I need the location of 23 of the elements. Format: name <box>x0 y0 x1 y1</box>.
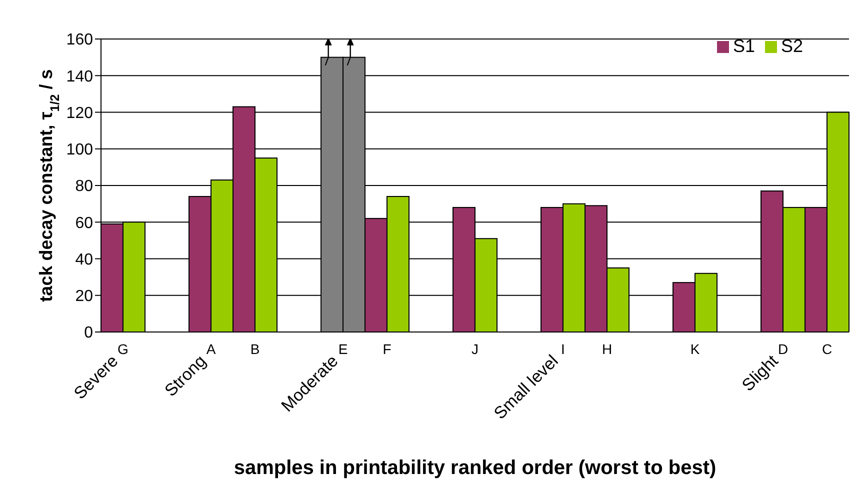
x-tick-label: G <box>118 341 128 357</box>
y-tick-label: 100 <box>66 142 94 159</box>
x-tick-label: J <box>472 341 478 357</box>
y-tick-label: 120 <box>66 104 94 122</box>
x-tick-label: A <box>206 341 216 357</box>
x-tick-label: C <box>822 341 832 357</box>
legend-label: S2 <box>780 36 803 56</box>
y-tick-label: 0 <box>84 324 94 342</box>
y-tick-label: 80 <box>75 178 94 196</box>
y-tick-label: 20 <box>75 288 94 306</box>
y-tick-label: 160 <box>66 32 94 49</box>
y-tick-label: 40 <box>75 251 94 268</box>
x-axis-title: samples in printability ranked order (worst to best) <box>234 457 716 479</box>
x-tick-label: K <box>690 341 700 357</box>
y-tick-label: 60 <box>75 214 94 232</box>
legend-label: S1 <box>732 36 755 56</box>
x-tick-label: B <box>250 341 260 357</box>
x-tick-label: H <box>602 341 612 357</box>
x-tick-label: F <box>382 341 392 357</box>
x-tick-label: E <box>338 341 348 357</box>
x-tick-label: I <box>561 341 565 357</box>
x-tick-label: D <box>778 341 788 357</box>
y-tick-label: 140 <box>66 68 94 86</box>
